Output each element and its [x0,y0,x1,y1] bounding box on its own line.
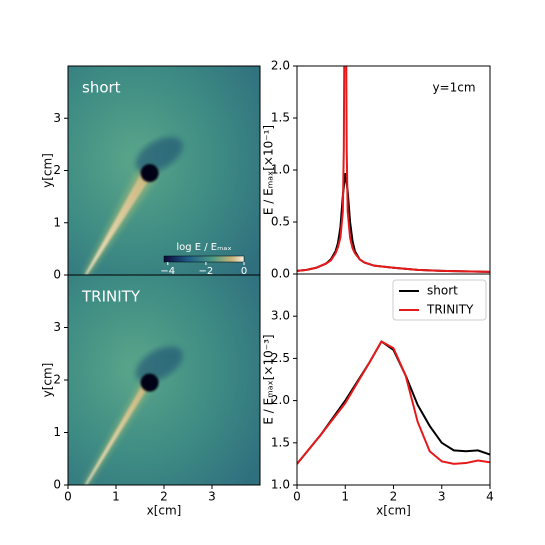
y-axis-label: E / Eₘₐₓ[×10⁻¹] [262,125,276,215]
x-tick-label: 1 [112,490,120,504]
y-tick-label: 2 [53,373,61,387]
x-tick-label: 1 [341,490,349,504]
y-axis-label: y[cm] [41,153,55,188]
x-axis-label: x[cm] [376,504,411,518]
x-axis-label: x[cm] [147,504,182,518]
panel-label: TRINITY [81,288,141,306]
field-background [68,275,260,485]
y-tick-label: 1.5 [271,111,290,125]
plot-area [297,340,490,465]
y-tick-label: 0 [53,478,61,492]
y-tick-label: 2.5 [271,351,290,365]
jet [84,380,150,485]
y-tick-label: 1.0 [271,163,290,177]
x-tick-label: 4 [486,490,494,504]
y-tick-label: 0 [53,268,61,282]
y-tick-label: 1.0 [271,478,290,492]
colorbar-tick-label: −2 [199,266,214,277]
x-tick-label: 2 [390,490,398,504]
y-tick-label: 1 [53,215,61,229]
colorbar-label: log E / Eₘₐₓ [176,242,231,253]
y-tick-label: 3 [53,111,61,125]
obstacle [140,164,159,183]
line [297,340,490,465]
colorbar-tick-label: 0 [241,266,247,277]
y-axis-label: y[cm] [41,363,55,398]
obstacle [140,373,159,392]
line [297,66,490,273]
colorbar [163,255,245,263]
y-tick-label: 2 [53,163,61,177]
y-tick-label: 1 [53,425,61,439]
y-tick-label: 3.0 [271,309,290,323]
plot-area [68,66,260,275]
shadow [135,137,183,173]
line [297,340,490,465]
y-tick-label: 2.0 [271,59,290,73]
plot-area [68,275,260,485]
field-background [68,66,260,275]
x-tick-label: 3 [208,490,216,504]
y-tick-label: 1.5 [271,435,290,449]
line [297,172,490,273]
y-tick-label: 0.5 [271,215,290,229]
y-tick-label: 0.0 [271,267,290,281]
panel-label: short [82,79,121,97]
legend-label: TRINITY [426,303,474,317]
x-tick-label: 0 [293,490,301,504]
legend-label: short [427,284,458,298]
y-tick-label: 2.0 [271,393,290,407]
annotation: y=1cm [432,81,475,95]
y-axis-label: E / Eₘₐₓ[×10⁻³] [262,334,276,424]
shadow [135,346,183,383]
x-tick-label: 0 [64,490,72,504]
colorbar-tick-label: −4 [160,266,175,277]
x-tick-label: 2 [160,490,168,504]
x-tick-label: 3 [438,490,446,504]
frame [296,65,491,275]
jet [84,171,153,275]
y-tick-label: 3 [53,320,61,334]
plot-area [297,66,490,273]
